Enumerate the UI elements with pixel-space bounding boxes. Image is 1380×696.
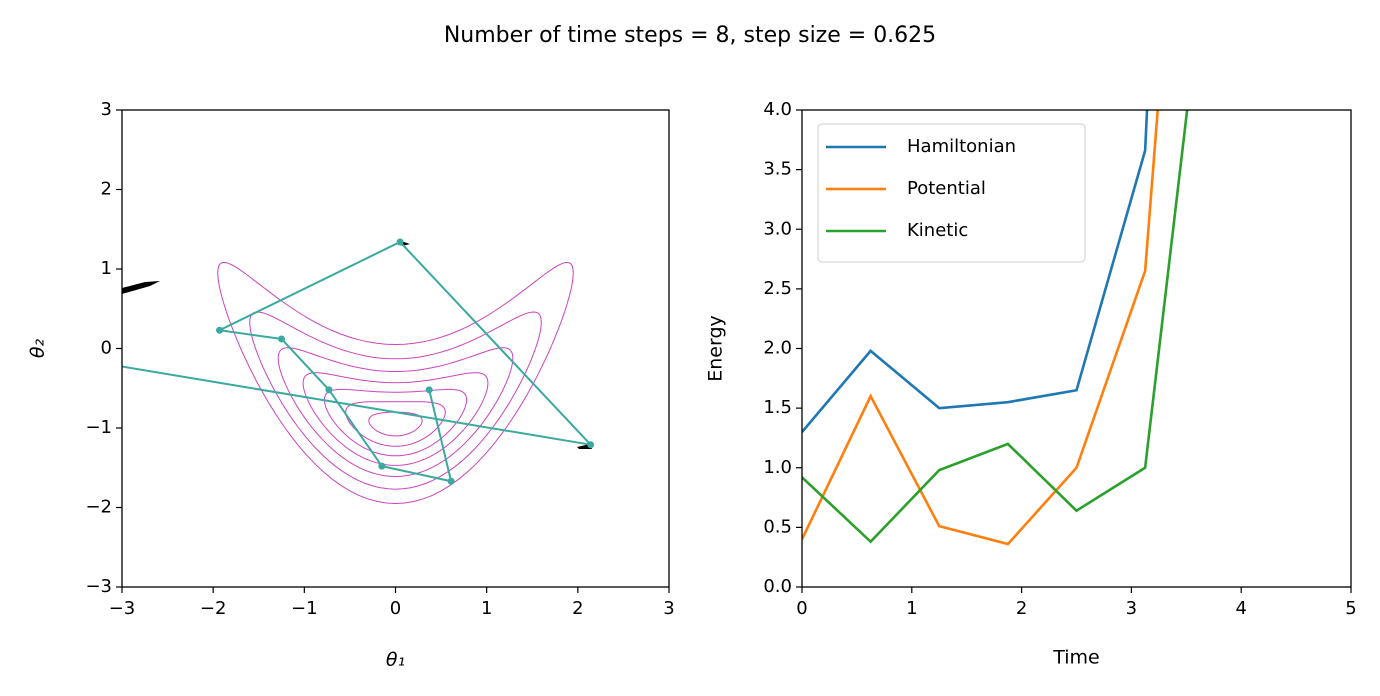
y-tick-label: 0.0 [763,576,792,597]
point [216,326,224,334]
x-tick-label: 2 [1016,598,1027,619]
y-axis-label: Energy [705,315,727,382]
x-tick-label: 4 [1235,598,1246,619]
y-tick-label: −1 [85,417,112,438]
x-tick-label: 0 [390,598,401,619]
series-line [802,110,1189,544]
y-tick-label: 2.0 [763,338,792,359]
point [378,462,386,470]
y-axis-label: θ₂ [27,339,49,359]
x-tick-label: −3 [109,598,136,619]
y-tick-label: −2 [85,497,112,518]
legend-frame [817,123,1086,263]
y-tick-label: 0 [101,338,112,359]
point [587,441,595,449]
series-line [802,110,1149,433]
point [278,335,286,343]
x-tick-label: −1 [291,598,318,619]
y-tick-label: −3 [85,576,112,597]
plot-area [122,238,595,485]
y-tick-label: 0.5 [763,516,792,537]
point [447,477,455,485]
x-tick-label: 1 [906,598,917,619]
x-tick-label: 1 [481,598,492,619]
contour [277,347,514,478]
plot-area [802,110,1189,546]
y-tick-label: 1 [101,258,112,279]
figure-title: Number of time steps = 8, step size = 0.… [444,23,936,48]
x-tick-label: 2 [572,598,583,619]
y-tick-label: 4.0 [763,99,792,120]
contour [368,411,423,437]
legend-label: Hamiltonian [907,136,1016,157]
contour [345,401,446,447]
x-axis-label: Time [1052,647,1100,669]
y-tick-label: 2.5 [763,278,792,299]
y-tick-label: 3 [101,99,112,120]
x-axis-label: θ₁ [386,649,405,671]
x-tick-label: 3 [1126,598,1137,619]
contour [249,311,542,490]
series-line [802,110,1160,546]
contour [217,261,574,505]
point [396,238,404,246]
legend: Hamiltonian Potential Kinetic [817,123,1086,263]
x-tick-label: 5 [1345,598,1356,619]
y-tick-label: 3.5 [763,159,792,180]
legend-label: Potential [907,178,986,199]
y-tick-label: 3.0 [763,218,792,239]
y-tick-label: 1.5 [763,397,792,418]
arrow [122,281,160,294]
point [325,386,333,394]
y-tick-label: 2 [101,179,112,200]
x-tick-label: 3 [663,598,674,619]
point [425,386,433,394]
x-tick-label: 0 [796,598,807,619]
legend-label: Kinetic [907,220,968,241]
contour [302,372,489,466]
x-tick-label: −2 [200,598,227,619]
y-tick-label: 1.0 [763,457,792,478]
